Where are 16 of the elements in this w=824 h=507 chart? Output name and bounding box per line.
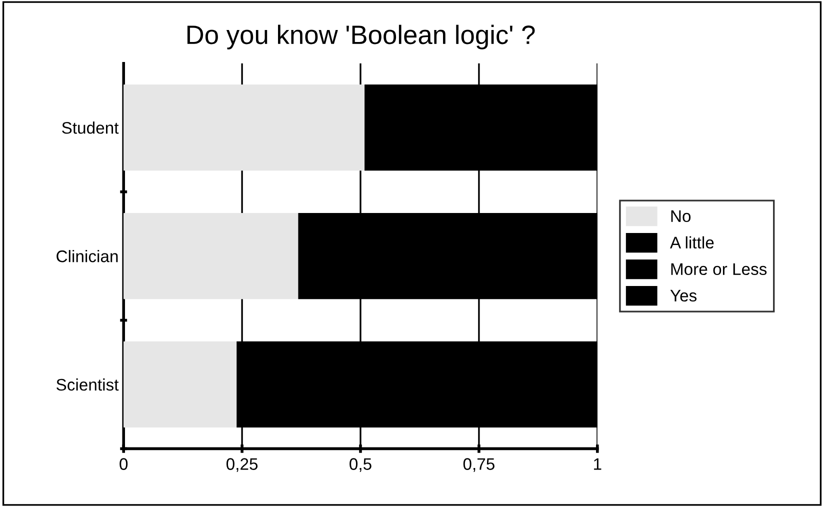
x-tick-label: 0 (120, 458, 128, 470)
bar (124, 341, 238, 428)
bar (124, 212, 300, 300)
legend-label: More or Less (671, 263, 767, 276)
legend-label: No (671, 210, 691, 222)
bar (124, 84, 366, 171)
legend-label: A little (670, 236, 714, 249)
x-tick-label: 0,75 (463, 458, 494, 472)
x-tick-label: 1 (594, 458, 602, 470)
x-tick-label: 0,5 (350, 458, 372, 472)
chart-title: Do you know 'Boolean logic' ? (187, 24, 535, 50)
y-tick-label: Student (62, 122, 119, 134)
x-tick-label: 0,25 (226, 458, 258, 472)
y-tick-label: Clinician (56, 250, 118, 262)
y-tick-label: Scientist (56, 378, 119, 391)
legend-label: Yes (670, 290, 697, 302)
